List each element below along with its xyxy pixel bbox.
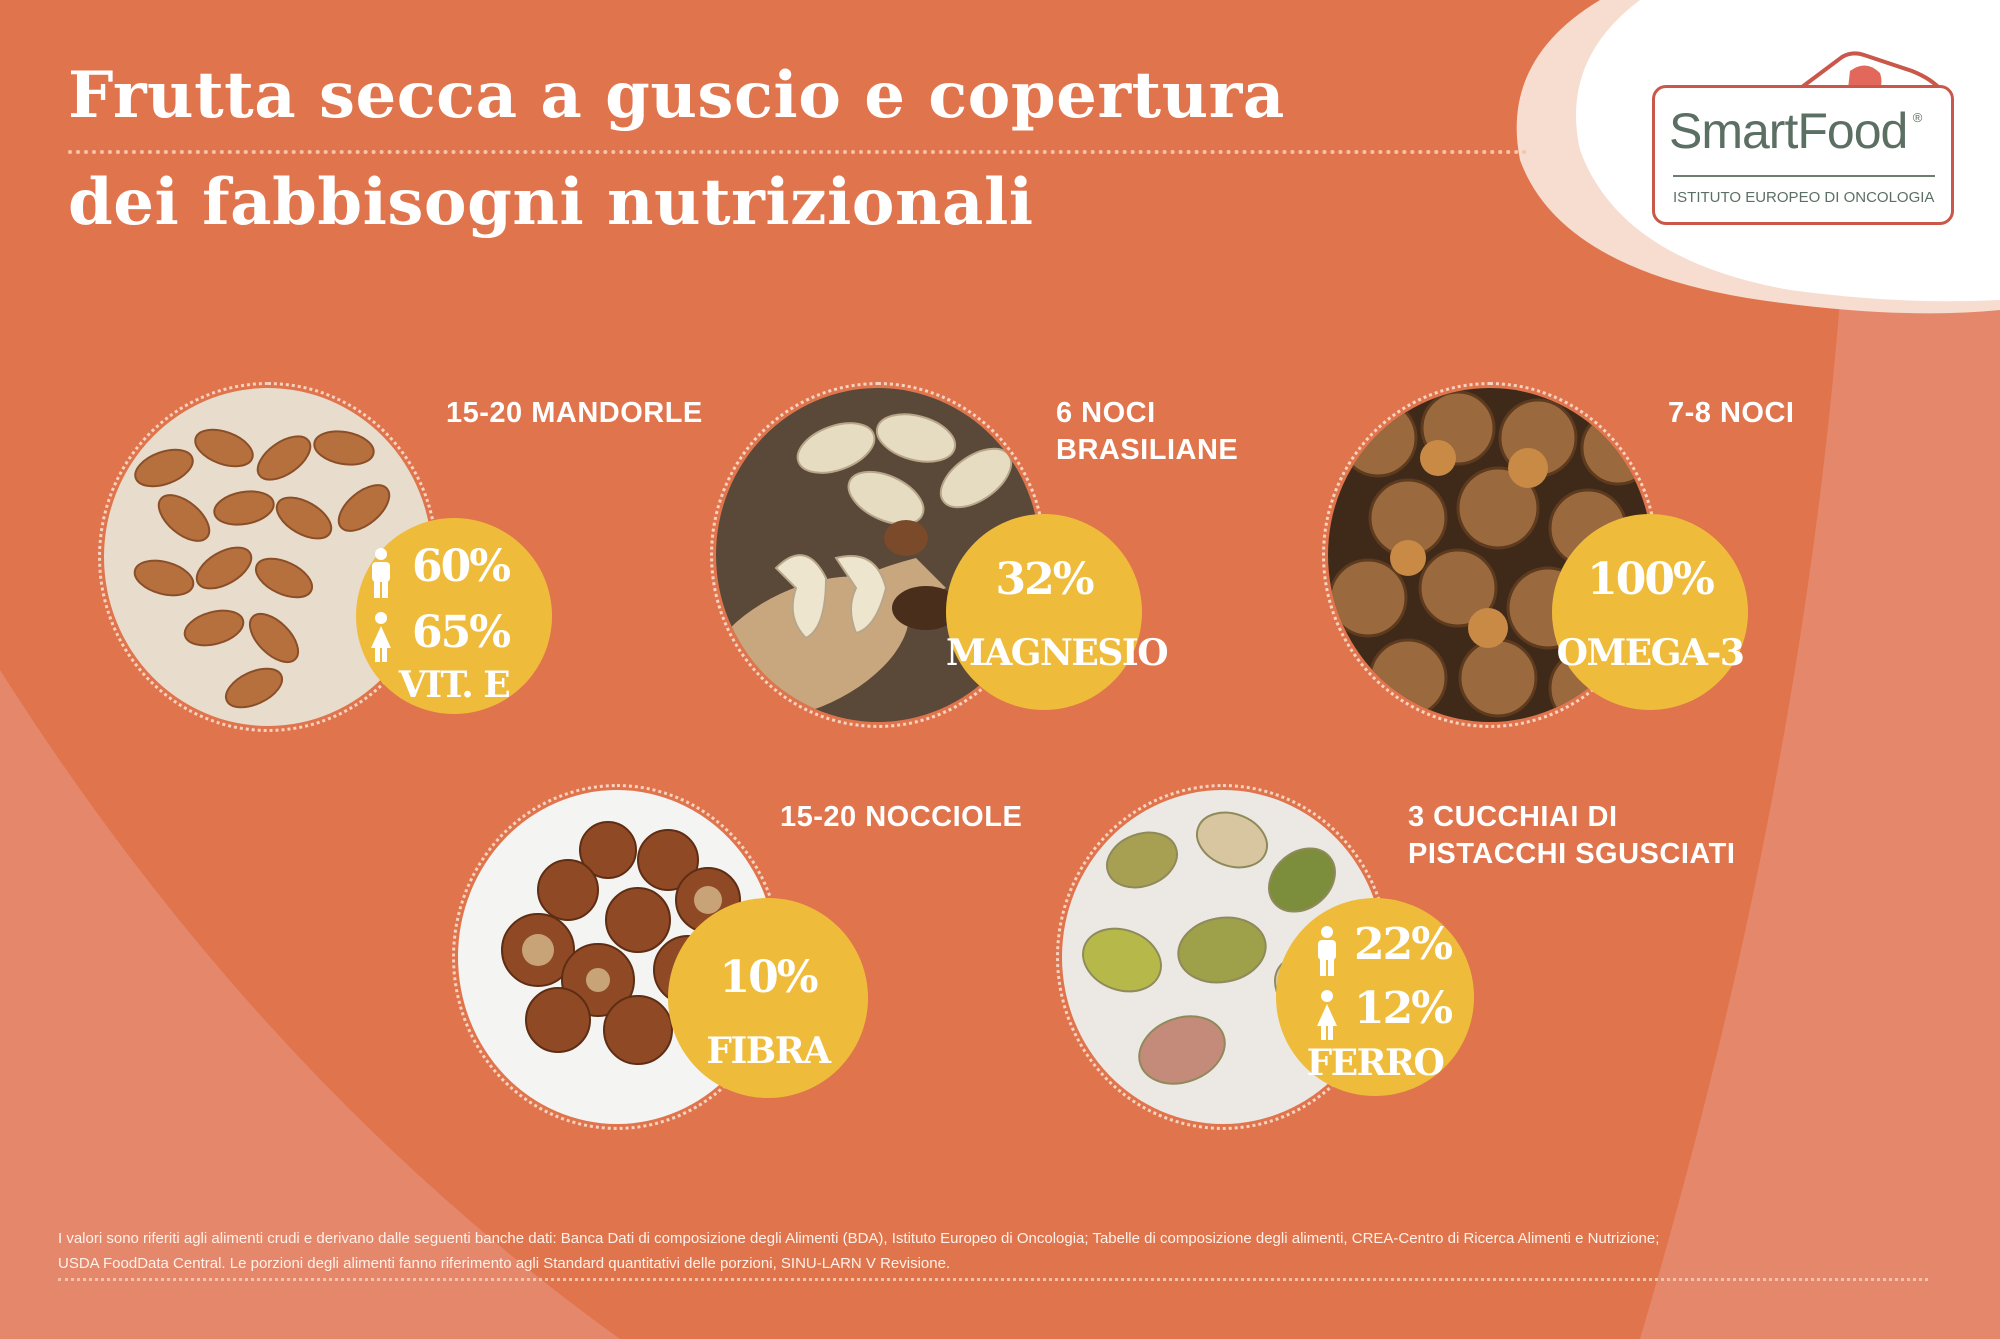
- percentage-value: 10%: [719, 952, 818, 1003]
- nutrient-label: FIBRA: [706, 1030, 831, 1072]
- male-row: 60%: [356, 536, 552, 598]
- nutrient-label: OMEGA-3: [1556, 632, 1745, 674]
- logo-wordmark: SmartFood ®: [1669, 102, 1922, 160]
- item-label-hazelnuts: 15-20 NOCCIOLE: [780, 799, 1022, 836]
- page-title-line2: dei fabbisogni nutrizionali: [68, 165, 1034, 240]
- footer-line1: I valori sono riferiti agli alimenti cru…: [58, 1230, 1660, 1247]
- logo-registered: ®: [1912, 110, 1923, 125]
- label-line2: PISTACCHI SGUSCIATI: [1408, 838, 1736, 870]
- logo-subtitle: ISTITUTO EUROPEO DI ONCOLOGIA: [1673, 189, 1935, 206]
- female-row: 65%: [356, 602, 552, 662]
- nutrient-label: MAGNESIO: [946, 632, 1169, 674]
- footer-note: I valori sono riferiti agli alimenti cru…: [58, 1226, 1938, 1276]
- item-label-pistachios: 3 CUCCHIAI DI PISTACCHI SGUSCIATI: [1408, 799, 1735, 873]
- logo-divider: [1673, 175, 1935, 177]
- male-icon: [372, 548, 390, 598]
- item-label-almonds: 15-20 MANDORLE: [446, 395, 703, 432]
- female-icon: [1317, 990, 1337, 1040]
- female-percentage: 12%: [1354, 983, 1453, 1034]
- logo-name: SmartFood: [1669, 103, 1908, 159]
- male-percentage: 22%: [1354, 919, 1453, 970]
- percentage-value: 32%: [995, 554, 1094, 605]
- nutrient-label: FERRO: [1306, 1042, 1445, 1084]
- label-line1: 15-20 MANDORLE: [446, 397, 703, 429]
- label-line1: 15-20 NOCCIOLE: [780, 801, 1023, 833]
- badge-hazelnuts: 10% FIBRA: [668, 898, 868, 1098]
- logo-frame: SmartFood ® ISTITUTO EUROPEO DI ONCOLOGIA: [1652, 85, 1954, 225]
- nutrient-label: VIT. E: [398, 664, 511, 706]
- footer-line2: USDA FoodData Central. Le porzioni degli…: [58, 1255, 951, 1272]
- female-row: 12%: [1276, 978, 1474, 1040]
- badge-almonds: 60% 65% VIT. E: [356, 518, 552, 714]
- badge-brazil-nuts: 32% MAGNESIO: [946, 514, 1169, 710]
- label-line1: 6 NOCI: [1056, 397, 1156, 429]
- badge-pistachios: 22% 12% FERRO: [1276, 898, 1474, 1096]
- smartfood-logo: SmartFood ® ISTITUTO EUROPEO DI ONCOLOGIA: [1652, 51, 1954, 225]
- female-percentage: 65%: [412, 607, 511, 658]
- male-percentage: 60%: [412, 541, 511, 592]
- male-icon: [1318, 926, 1336, 976]
- label-line2: BRASILIANE: [1056, 434, 1239, 466]
- label-line1: 3 CUCCHIAI DI: [1408, 801, 1618, 833]
- percentage-value: 100%: [1587, 554, 1715, 605]
- item-label-brazil-nuts: 6 NOCI BRASILIANE: [1056, 395, 1238, 469]
- male-row: 22%: [1276, 914, 1474, 976]
- item-label-walnuts: 7-8 NOCI: [1668, 395, 1794, 432]
- page-title-line1: Frutta secca a guscio e copertura: [68, 58, 1285, 133]
- label-line1: 7-8 NOCI: [1668, 397, 1795, 429]
- footer-divider: [58, 1278, 1928, 1281]
- title-divider: [68, 150, 1528, 154]
- badge-walnuts: 100% OMEGA-3: [1552, 514, 1748, 710]
- female-icon: [371, 612, 391, 662]
